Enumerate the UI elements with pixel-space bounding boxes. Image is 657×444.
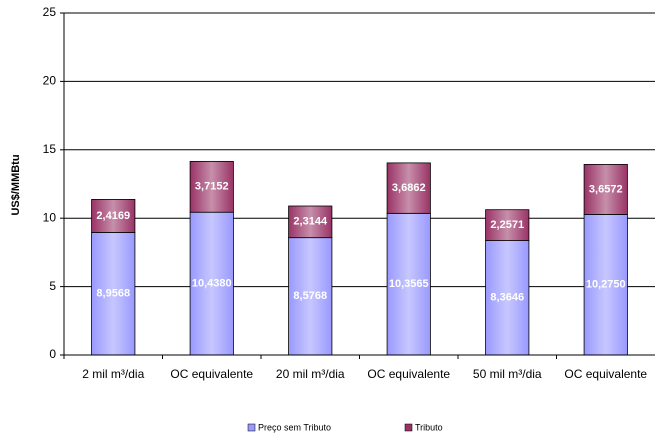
x-tick-label: 50 mil m³/dia [473, 367, 542, 381]
x-tick-label: OC equivalente [367, 367, 450, 381]
x-tick-label: 20 mil m³/dia [276, 367, 345, 381]
data-label: 10,4380 [192, 278, 232, 290]
data-label: 2,3144 [293, 216, 328, 228]
bar-segment-shade [583, 214, 628, 356]
data-label: 10,3565 [389, 278, 429, 290]
y-axis-title: US$/MMBtu [10, 154, 22, 215]
data-label: 2,2571 [490, 219, 524, 231]
data-label: 10,2750 [586, 279, 626, 291]
legend-swatch [247, 423, 256, 432]
x-tick-label: OC equivalente [564, 367, 647, 381]
y-tick-label: 0 [49, 347, 56, 361]
bar-segment-shade [288, 237, 333, 356]
bar-segment-shade [485, 240, 530, 356]
y-tick-label: 15 [43, 142, 57, 156]
bar-segment-shade [288, 205, 333, 239]
bar-segment-shade [583, 164, 628, 215]
x-tick-label: 2 mil m³/dia [82, 367, 144, 381]
legend-swatch [404, 423, 413, 432]
bar-segment-shade [91, 199, 136, 233]
bar-segment-shade [386, 162, 431, 214]
y-tick-label: 20 [43, 74, 57, 88]
data-label: 8,9568 [96, 288, 130, 300]
data-label: 2,4169 [96, 210, 130, 222]
x-tick-label: OC equivalente [170, 367, 253, 381]
legend-label: Tributo [415, 422, 443, 432]
data-label: 3,6572 [589, 183, 623, 195]
y-tick-label: 5 [49, 279, 56, 293]
data-label: 3,6862 [392, 182, 426, 194]
data-label: 3,7152 [195, 181, 229, 193]
y-tick-label: 25 [43, 5, 57, 19]
legend-label: Preço sem Tributo [258, 422, 331, 432]
y-tick-label: 10 [43, 210, 57, 224]
bar-segment-shade [189, 160, 234, 213]
bar-segment-shade [386, 212, 431, 356]
bar-segment-shade [189, 211, 234, 356]
bar-segment-shade [485, 209, 530, 241]
data-label: 8,5768 [293, 290, 327, 302]
data-label: 8,3646 [490, 292, 524, 304]
